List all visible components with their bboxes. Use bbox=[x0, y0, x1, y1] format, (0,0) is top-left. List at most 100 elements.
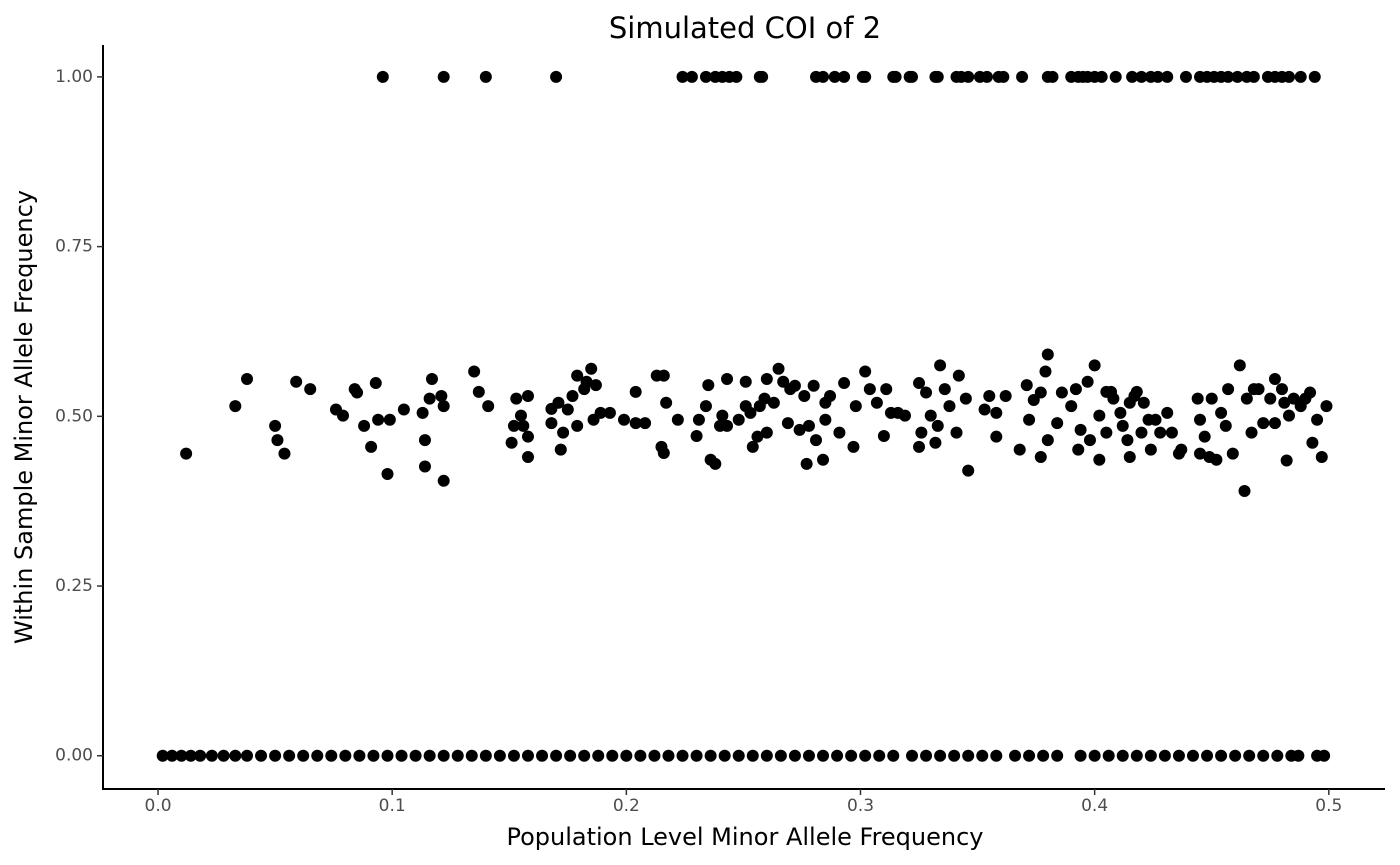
point bbox=[1116, 419, 1129, 432]
point bbox=[1126, 70, 1139, 83]
point bbox=[751, 430, 764, 443]
point bbox=[913, 377, 926, 390]
x-axis-label: Population Level Minor Allele Frequency bbox=[506, 823, 983, 851]
point bbox=[283, 749, 296, 762]
point bbox=[950, 426, 963, 439]
point bbox=[372, 413, 385, 426]
point bbox=[416, 406, 429, 419]
point bbox=[381, 749, 394, 762]
point bbox=[845, 749, 858, 762]
point bbox=[990, 430, 1003, 443]
point bbox=[1109, 70, 1122, 83]
point bbox=[739, 375, 752, 388]
point bbox=[634, 749, 647, 762]
point bbox=[772, 362, 785, 375]
point bbox=[880, 383, 893, 396]
point bbox=[297, 749, 310, 762]
point bbox=[906, 70, 919, 83]
point bbox=[777, 375, 790, 388]
point bbox=[732, 413, 745, 426]
point bbox=[1154, 426, 1167, 439]
point bbox=[1051, 417, 1064, 430]
point bbox=[409, 749, 422, 762]
point bbox=[1198, 430, 1211, 443]
point bbox=[1308, 70, 1321, 83]
point bbox=[437, 749, 450, 762]
point bbox=[194, 749, 207, 762]
point bbox=[1306, 436, 1319, 449]
point bbox=[517, 419, 530, 432]
point bbox=[1149, 413, 1162, 426]
point bbox=[1205, 392, 1218, 405]
point bbox=[166, 749, 179, 762]
point bbox=[931, 70, 944, 83]
point bbox=[873, 749, 886, 762]
point bbox=[367, 749, 380, 762]
point bbox=[1210, 453, 1223, 466]
point bbox=[788, 379, 801, 392]
point bbox=[493, 749, 506, 762]
point bbox=[571, 369, 584, 382]
point bbox=[521, 389, 534, 402]
y-tick-label: 0.75 bbox=[55, 237, 93, 257]
point bbox=[397, 403, 410, 416]
point bbox=[1130, 385, 1143, 398]
point bbox=[1229, 749, 1242, 762]
point bbox=[550, 749, 563, 762]
point bbox=[889, 70, 902, 83]
point bbox=[606, 749, 619, 762]
point bbox=[578, 749, 591, 762]
point bbox=[721, 372, 734, 385]
point bbox=[217, 749, 230, 762]
x-tick-label: 0.4 bbox=[1081, 796, 1108, 816]
point bbox=[1034, 386, 1047, 399]
point bbox=[521, 451, 534, 464]
point bbox=[1013, 443, 1026, 456]
point bbox=[709, 457, 722, 470]
point bbox=[1247, 70, 1260, 83]
point bbox=[793, 423, 806, 436]
point bbox=[1135, 70, 1148, 83]
point bbox=[271, 434, 284, 447]
point bbox=[699, 400, 712, 413]
point bbox=[704, 749, 717, 762]
point bbox=[1275, 383, 1288, 396]
point bbox=[369, 377, 382, 390]
point bbox=[566, 389, 579, 402]
point bbox=[639, 417, 652, 430]
point bbox=[1186, 749, 1199, 762]
point bbox=[1165, 426, 1178, 439]
point bbox=[817, 453, 830, 466]
point bbox=[952, 369, 965, 382]
point bbox=[423, 749, 436, 762]
point bbox=[660, 396, 673, 409]
point bbox=[241, 372, 254, 385]
point bbox=[1240, 392, 1253, 405]
point bbox=[721, 419, 734, 432]
point bbox=[1144, 749, 1157, 762]
point bbox=[1074, 749, 1087, 762]
point bbox=[756, 70, 769, 83]
point bbox=[863, 383, 876, 396]
point bbox=[716, 409, 729, 422]
point bbox=[437, 70, 450, 83]
point bbox=[594, 406, 607, 419]
point bbox=[702, 379, 715, 392]
point bbox=[1151, 70, 1164, 83]
point bbox=[934, 749, 947, 762]
point bbox=[418, 434, 431, 447]
point bbox=[1222, 383, 1235, 396]
point bbox=[180, 447, 193, 460]
point bbox=[1238, 484, 1251, 497]
y-tick-label: 0.50 bbox=[55, 406, 93, 426]
point bbox=[1158, 749, 1171, 762]
point bbox=[692, 413, 705, 426]
point bbox=[339, 749, 352, 762]
point bbox=[1130, 749, 1143, 762]
point bbox=[802, 419, 815, 432]
point bbox=[184, 749, 197, 762]
point bbox=[536, 749, 549, 762]
point bbox=[311, 749, 324, 762]
point bbox=[788, 749, 801, 762]
point bbox=[1114, 406, 1127, 419]
